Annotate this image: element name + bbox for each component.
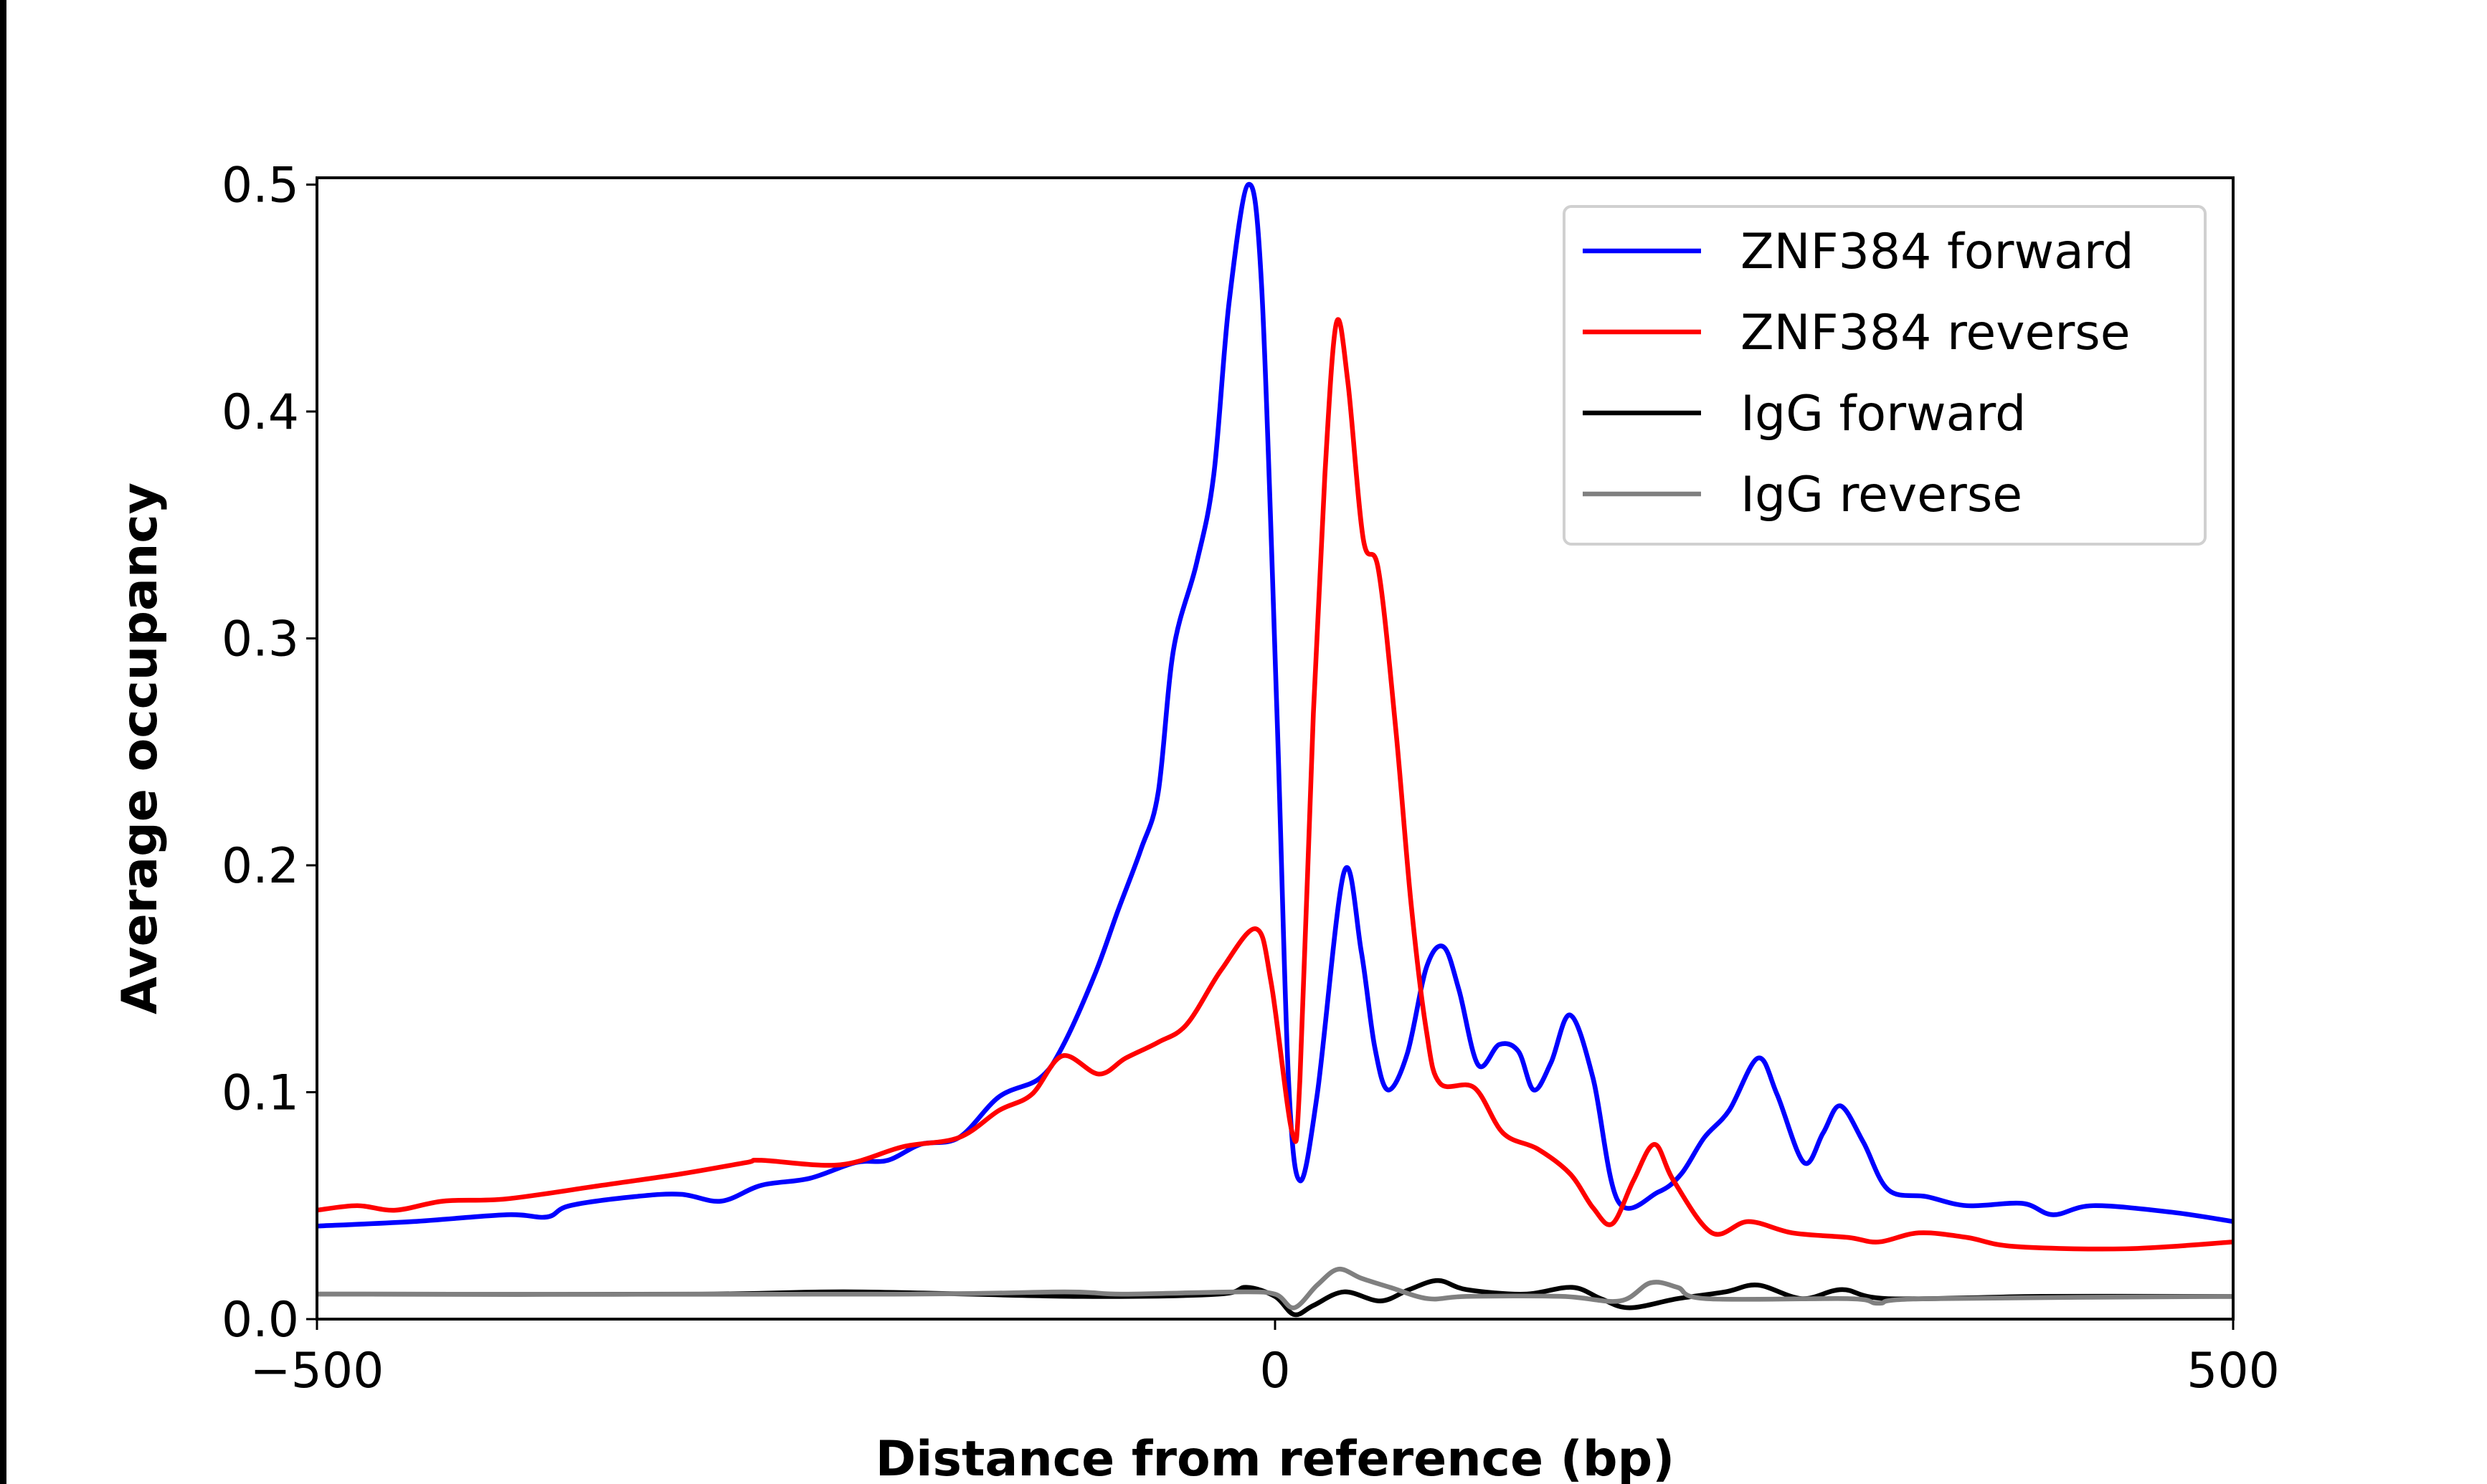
legend-label-znf384-reverse: ZNF384 reverse xyxy=(1740,305,2131,361)
y-tick-label: 0.5 xyxy=(222,157,299,214)
legend-label-znf384-forward: ZNF384 forward xyxy=(1740,224,2134,280)
ticks: −500 0 500 0.0 0.1 0.2 0.3 0.4 0.5 xyxy=(222,157,2280,1399)
y-tick-label: 0.0 xyxy=(222,1292,299,1349)
legend-box xyxy=(1563,205,2207,546)
left-border xyxy=(0,0,6,1484)
legend-label-igg-reverse: IgG reverse xyxy=(1740,467,2022,523)
legend: ZNF384 forward ZNF384 reverse IgG forward I… xyxy=(1563,205,2207,546)
series-lines xyxy=(316,181,2234,1318)
x-axis-label: Distance from reference (bp) xyxy=(876,1431,1675,1484)
series-line-igg-reverse xyxy=(316,1266,2234,1311)
series-line-znf384-reverse xyxy=(316,317,2234,1252)
y-tick-label: 0.2 xyxy=(222,838,299,895)
legend-label-igg-forward: IgG forward xyxy=(1740,386,2026,442)
y-axis-label: Average occupancy xyxy=(112,482,169,1014)
x-tick-label: 500 xyxy=(2187,1343,2280,1399)
x-tick-label: 0 xyxy=(1259,1343,1290,1399)
y-tick-label: 0.4 xyxy=(222,384,299,441)
y-tick-label: 0.3 xyxy=(222,611,299,667)
x-tick-label: −500 xyxy=(250,1343,384,1399)
y-tick-label: 0.1 xyxy=(222,1065,299,1121)
